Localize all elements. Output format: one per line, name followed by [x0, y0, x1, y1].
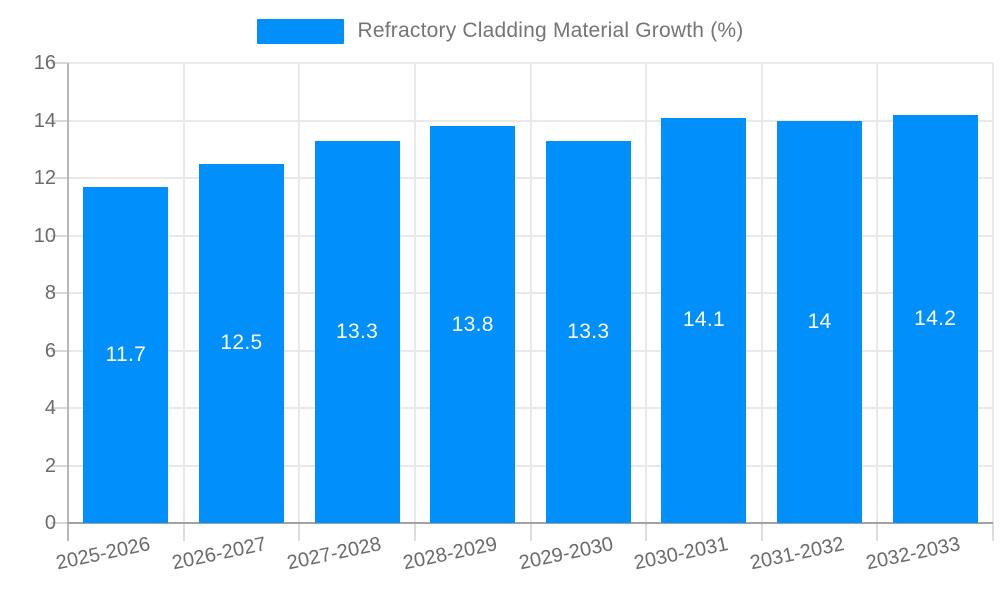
y-axis-tick-mark [51, 119, 68, 122]
gridline-vertical [876, 63, 879, 523]
bar[interactable]: 14 [777, 120, 863, 523]
bar-value-label: 13.3 [336, 319, 379, 343]
bar[interactable]: 13.3 [314, 140, 400, 523]
y-axis-tick-label: 16 [33, 52, 56, 74]
x-axis-tick-mark [992, 523, 994, 541]
legend-label: Refractory Cladding Material Growth (%) [357, 19, 744, 42]
gridline-vertical [298, 63, 301, 523]
gridline-vertical [413, 63, 416, 523]
bar-value-label: 14 [807, 309, 832, 333]
bar[interactable]: 13.8 [430, 126, 516, 523]
x-axis-tick-mark [760, 523, 763, 541]
gridline-vertical [992, 63, 994, 523]
y-axis-tick-label: 0 [44, 512, 56, 534]
y-axis-tick-mark [51, 522, 68, 524]
y-axis-tick-mark [51, 292, 68, 294]
y-axis-tick-label: 6 [44, 339, 56, 362]
x-axis-tick-mark [529, 523, 532, 541]
x-axis-tick-mark [182, 523, 185, 541]
x-axis-line [67, 522, 993, 524]
bar-value-label: 14.2 [914, 306, 957, 330]
bar-value-label: 13.3 [567, 319, 610, 343]
gridline-vertical [760, 63, 763, 523]
bar[interactable]: 12.5 [198, 163, 284, 523]
y-axis-tick-mark [51, 62, 68, 64]
legend-swatch-icon [256, 18, 344, 44]
gridline-vertical [645, 63, 648, 523]
y-axis-tick-label: 4 [44, 397, 56, 419]
gridline-vertical [529, 63, 532, 523]
x-axis-tick-mark [298, 523, 301, 541]
bar[interactable]: 14.2 [892, 114, 978, 523]
bar-value-label: 14.1 [682, 308, 725, 332]
y-axis-tick-mark [51, 177, 68, 179]
bar-value-label: 12.5 [220, 331, 263, 355]
y-axis-tick-mark [51, 464, 68, 467]
bar[interactable]: 14.1 [661, 117, 747, 523]
bar-value-label: 11.7 [105, 342, 147, 366]
y-axis-tick-mark [51, 234, 68, 237]
bar[interactable]: 11.7 [83, 186, 169, 523]
y-axis-line [67, 63, 69, 541]
y-axis-tick-mark [51, 407, 68, 409]
gridline-vertical [182, 63, 185, 523]
bar-value-label: 13.8 [451, 312, 494, 336]
y-axis-tick-label: 2 [44, 454, 56, 477]
x-axis-tick-mark [413, 523, 416, 541]
y-axis-tick-label: 8 [44, 282, 56, 304]
y-axis-tick-mark [51, 349, 68, 352]
chart-legend[interactable]: Refractory Cladding Material Growth (%) [0, 12, 1000, 50]
x-axis-tick-mark [645, 523, 648, 541]
x-axis-tick-mark [876, 523, 879, 541]
bar[interactable]: 13.3 [545, 140, 631, 523]
y-axis-tick-label: 10 [33, 224, 56, 247]
y-axis-tick-label: 12 [33, 167, 56, 189]
y-axis-tick-label: 14 [33, 109, 56, 132]
